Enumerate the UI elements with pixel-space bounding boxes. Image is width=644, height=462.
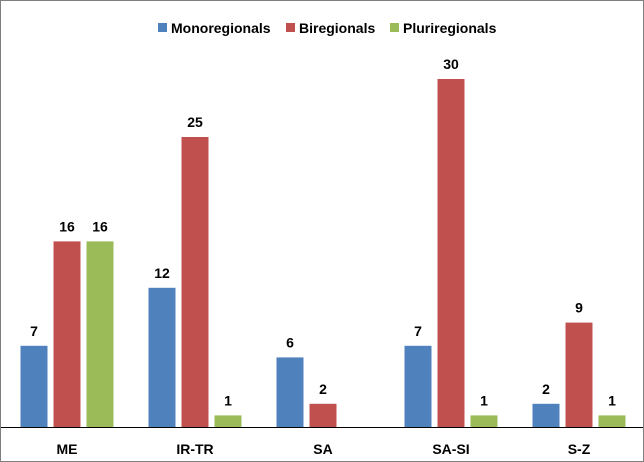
bar-ir-tr-monoregionals bbox=[148, 287, 176, 427]
bar-sa-monoregionals bbox=[276, 357, 304, 427]
data-label-ir-tr-monoregionals: 12 bbox=[154, 265, 170, 281]
legend-swatch-biregionals bbox=[286, 23, 295, 32]
data-label-sa-si-biregionals: 30 bbox=[443, 56, 459, 72]
data-label-sa-biregionals: 2 bbox=[319, 381, 327, 397]
legend-label-biregionals: Biregionals bbox=[299, 20, 375, 36]
legend-label-monoregionals: Monoregionals bbox=[171, 20, 271, 36]
data-label-sa-monoregionals: 6 bbox=[286, 334, 294, 350]
data-label-s-z-pluriregionals: 1 bbox=[608, 392, 616, 408]
bar-s-z-pluriregionals bbox=[598, 415, 626, 427]
data-label-me-monoregionals: 7 bbox=[30, 323, 38, 339]
data-label-me-biregionals: 16 bbox=[59, 218, 75, 234]
bar-me-pluriregionals bbox=[86, 241, 114, 427]
x-tick-label-sa-si: SA-SI bbox=[432, 441, 469, 457]
data-label-me-pluriregionals: 16 bbox=[92, 218, 108, 234]
x-tick-label-s-z: S-Z bbox=[568, 441, 591, 457]
data-label-s-z-biregionals: 9 bbox=[575, 300, 583, 316]
data-label-s-z-monoregionals: 2 bbox=[542, 381, 550, 397]
x-tick-label-me: ME bbox=[57, 441, 78, 457]
legend: Monoregionals Biregionals Pluriregionals bbox=[158, 20, 497, 36]
legend-swatch-monoregionals bbox=[158, 23, 167, 32]
bar-me-monoregionals bbox=[20, 345, 48, 427]
bar-ir-tr-biregionals bbox=[181, 137, 209, 427]
data-label-ir-tr-pluriregionals: 1 bbox=[224, 392, 232, 408]
data-label-sa-si-monoregionals: 7 bbox=[414, 323, 422, 339]
bars-group bbox=[20, 79, 626, 427]
bar-me-biregionals bbox=[53, 241, 81, 427]
bar-sa-biregionals bbox=[309, 403, 337, 427]
bar-sa-si-biregionals bbox=[437, 79, 465, 427]
legend-swatch-pluriregionals bbox=[390, 23, 399, 32]
legend-label-pluriregionals: Pluriregionals bbox=[403, 20, 497, 36]
bar-sa-si-monoregionals bbox=[404, 345, 432, 427]
x-tick-labels: ME IR-TR SA SA-SI S-Z bbox=[57, 441, 591, 457]
data-label-ir-tr-biregionals: 25 bbox=[187, 114, 203, 130]
bar-sa-si-pluriregionals bbox=[470, 415, 498, 427]
x-tick-label-ir-tr: IR-TR bbox=[176, 441, 213, 457]
bar-s-z-biregionals bbox=[565, 322, 593, 427]
data-label-sa-si-pluriregionals: 1 bbox=[480, 392, 488, 408]
bar-s-z-monoregionals bbox=[532, 403, 560, 427]
bar-ir-tr-pluriregionals bbox=[214, 415, 242, 427]
x-tick-label-sa: SA bbox=[313, 441, 332, 457]
